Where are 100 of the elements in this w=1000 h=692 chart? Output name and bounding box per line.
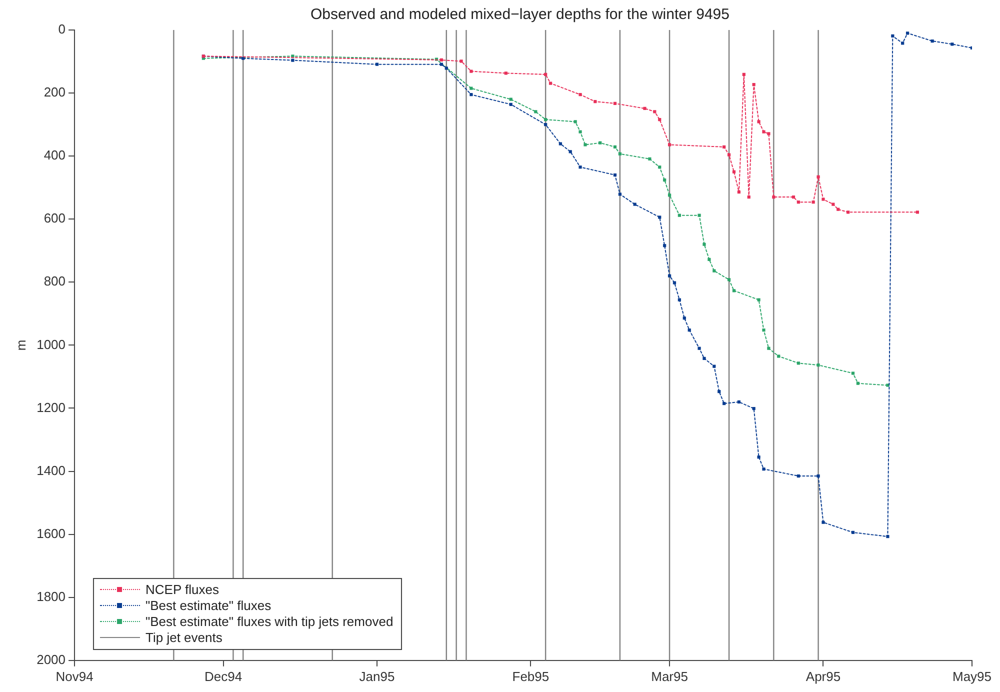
point (777, 354, 780, 358)
point (816, 175, 820, 178)
point (470, 86, 473, 90)
point (767, 132, 770, 136)
point (737, 400, 741, 404)
y-tick-label: 1000 (36, 336, 66, 352)
point (906, 32, 910, 35)
point (762, 328, 766, 332)
legend-label: NCEP fluxes (146, 582, 219, 598)
point (672, 281, 676, 284)
point (598, 141, 602, 144)
point (668, 194, 672, 197)
point (718, 390, 721, 394)
y-tick-label: 0 (58, 22, 66, 37)
point (832, 202, 835, 206)
point (544, 72, 548, 76)
point (816, 364, 820, 367)
point (618, 192, 622, 196)
point (544, 123, 548, 126)
point (663, 178, 666, 182)
point (891, 34, 894, 38)
point (658, 216, 662, 219)
point (633, 202, 636, 206)
y-tick-label: 1600 (36, 526, 66, 541)
point (816, 474, 820, 478)
point (643, 106, 646, 110)
point (509, 98, 512, 101)
point (916, 210, 920, 214)
point (668, 274, 672, 278)
y-tick-label: 1200 (36, 400, 66, 415)
point (440, 58, 443, 62)
point (702, 356, 706, 360)
legend-label: "Best estimate" fluxes (146, 598, 272, 614)
point (440, 62, 443, 66)
point (678, 298, 682, 302)
point (901, 42, 904, 45)
point (742, 72, 746, 76)
point (594, 100, 597, 104)
point (658, 166, 662, 169)
x-tick-label: Nov94 (56, 668, 94, 684)
point (291, 58, 294, 62)
point (792, 196, 796, 199)
y-tick-label: 1400 (36, 462, 66, 478)
y-tick-label: 2000 (36, 652, 66, 667)
point (722, 145, 726, 148)
point (727, 278, 731, 282)
x-tick-label: Feb95 (512, 668, 550, 684)
point (950, 42, 954, 46)
point (757, 120, 760, 124)
point (663, 244, 666, 248)
point (534, 110, 538, 114)
point (668, 143, 672, 146)
x-tick-label: Dec94 (204, 668, 242, 684)
point (812, 200, 815, 204)
point (698, 346, 701, 350)
point (732, 289, 736, 292)
point (822, 520, 825, 524)
point (846, 210, 850, 214)
point (470, 93, 473, 96)
point (930, 39, 934, 43)
y-tick-label: 800 (44, 274, 66, 289)
point (737, 190, 741, 194)
point (682, 316, 686, 320)
point (822, 198, 825, 201)
point (752, 82, 756, 86)
point (558, 142, 562, 146)
point (796, 474, 800, 478)
point (708, 258, 711, 262)
point (509, 102, 512, 106)
ref-line-label: Tip jet events (146, 630, 222, 646)
point (658, 118, 662, 122)
point (544, 118, 548, 122)
y-tick-label: 400 (44, 148, 66, 163)
legend-label: "Best estimate" fluxes with tip jets removed (146, 614, 394, 630)
point (678, 214, 682, 217)
chart-title: Observed and modeled mixed−layer depths for the winter 9495 (310, 6, 730, 23)
point (702, 242, 706, 246)
point (747, 196, 750, 199)
point (548, 82, 552, 85)
x-tick-label: Mar95 (651, 668, 688, 684)
y-tick-label: 200 (44, 84, 66, 100)
point (578, 93, 582, 96)
point (752, 407, 756, 410)
point (618, 152, 622, 156)
point (460, 60, 463, 63)
point (856, 382, 860, 385)
point (727, 153, 731, 156)
point (886, 534, 890, 538)
point (584, 143, 587, 146)
point (504, 72, 508, 75)
point (767, 346, 770, 350)
point (722, 402, 726, 406)
point (762, 130, 766, 134)
point (444, 66, 448, 70)
point (568, 150, 572, 154)
point (375, 62, 379, 66)
point (470, 70, 473, 73)
point (578, 130, 582, 134)
y-tick-label: 1800 (36, 588, 66, 604)
point (851, 372, 855, 375)
